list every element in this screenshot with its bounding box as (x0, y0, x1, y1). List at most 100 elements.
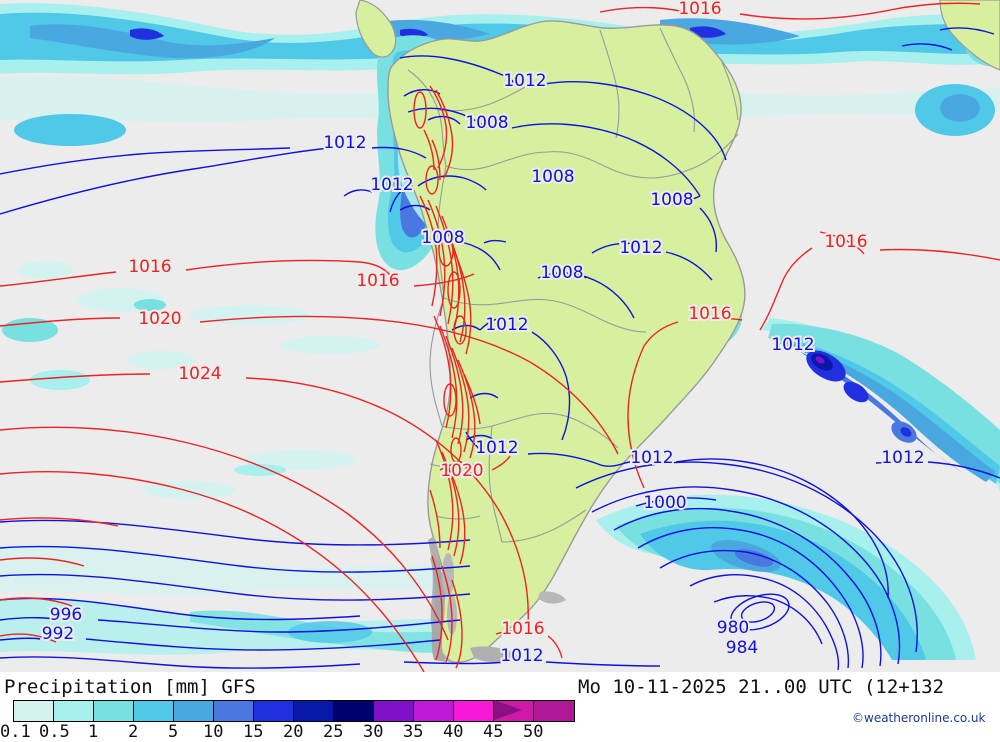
isobar-label-halo: 1012 (323, 133, 366, 153)
south-america-outline (387, 20, 746, 664)
isobar-label-halo: 1016 (688, 304, 731, 324)
isobar-label-halo: 1012 (500, 646, 543, 666)
legend-title: Precipitation [mm] GFS (4, 676, 256, 698)
isobar-label-halo: 1016 (356, 271, 399, 291)
isobar-label-halo: 1012 (630, 448, 673, 468)
isobar-label-text: 1008 (650, 190, 693, 210)
isobar-label-halo: 1008 (421, 228, 464, 248)
isobar-label-halo: 1000 (643, 493, 686, 513)
west-africa (939, 0, 1000, 71)
isobar-label-halo: 1020 (440, 461, 483, 481)
precip-pac-4 (280, 336, 380, 354)
colorbar-tick: 2 (128, 722, 139, 742)
isobar-label-halo: 992 (42, 624, 74, 644)
colorbar-overflow-arrow (494, 700, 522, 720)
colorbar-tick: 40 (443, 722, 464, 742)
colorbar-swatch (54, 701, 94, 721)
precip-ocean-core-1c (815, 356, 825, 364)
precip-south-band-1 (0, 543, 480, 595)
colorbar-tick: 25 (323, 722, 344, 742)
landmass-layer (355, 0, 1000, 664)
isobar-label-halo: 1012 (619, 238, 662, 258)
isobar-label-halo: 1008 (650, 190, 693, 210)
isobar-label-text: 1012 (619, 238, 662, 258)
isobar-label-text: 1016 (678, 0, 721, 19)
isobar-label-halo: 1012 (485, 315, 528, 335)
colorbar-tick: 35 (403, 722, 424, 742)
isobar-label-text: 1008 (421, 228, 464, 248)
precip-pac-8 (134, 299, 166, 311)
precip-low-inner (640, 520, 926, 660)
isobar-label-text: 1000 (643, 493, 686, 513)
precipitation-colorbar[interactable] (13, 700, 575, 722)
precip-low-core2 (734, 549, 774, 567)
isobar-label-halo: 1024 (178, 364, 221, 384)
isobar-label-text: 1012 (881, 448, 924, 468)
colorbar-tick: 50 (523, 722, 544, 742)
isobar-label-text: 1016 (824, 232, 867, 252)
precip-ocean-core-2 (843, 381, 869, 403)
colorbar-tick: 0.5 (39, 722, 70, 742)
andes-grey-1 (442, 553, 454, 597)
precip-ocean-band-2 (768, 323, 1000, 484)
colorbar-swatch (454, 701, 494, 721)
isobar-label-text: 1012 (370, 175, 413, 195)
isobar-label-halo: 1008 (531, 167, 574, 187)
isobar-label-text: 1008 (465, 113, 508, 133)
isobar-label-text: 1016 (356, 271, 399, 291)
isobar-label-text: 1012 (771, 335, 814, 355)
precip-ocean-band-4 (792, 344, 996, 482)
isobars-high (0, 2, 1000, 672)
isobar-label-text: 1008 (540, 263, 583, 283)
isobar-label-text: 1016 (128, 257, 171, 277)
isobar-label-text: 992 (42, 624, 74, 644)
isobar-label-halo: 996 (50, 605, 82, 625)
model-run-timestamp: Mo 10-11-2025 21..00 UTC (12+132 (578, 676, 945, 698)
isobar-label-halo: 1008 (465, 113, 508, 133)
isobar-label-halo: 980 (717, 618, 749, 638)
colorbar-swatch (294, 701, 334, 721)
isobar-label-text: 1012 (503, 71, 546, 91)
colorbar-swatch (14, 701, 54, 721)
isobar-label-halo: 1012 (370, 175, 413, 195)
precip-pac-12 (14, 114, 126, 146)
precip-south-core (288, 621, 372, 643)
isobar-label-halo: 1012 (475, 438, 518, 458)
tierra-del-fuego (470, 646, 518, 663)
precip-ocean-core-3b (900, 427, 912, 437)
isobar-label-text: 1020 (440, 461, 483, 481)
colorbar-swatch (214, 701, 254, 721)
precip-pac-1 (17, 261, 73, 279)
isobar-label-halo: 1016 (501, 619, 544, 639)
isobar-label-text: 1016 (688, 304, 731, 324)
precip-pac-3 (190, 305, 310, 325)
precip-pac-11 (234, 464, 286, 476)
colorbar-swatch (534, 701, 574, 721)
isobar-label-halo: 1008 (540, 263, 583, 283)
colorbar-tick: 10 (203, 722, 224, 742)
patagonia-ice-2 (430, 558, 446, 662)
isobar-label-halo: 1016 (824, 232, 867, 252)
isobar-label-text: 1012 (475, 438, 518, 458)
precipitation-map[interactable]: 1016 1016 1012 1012 1008 1008 1012 1012 1008 1008… (0, 0, 1000, 672)
country-borders (407, 27, 739, 543)
